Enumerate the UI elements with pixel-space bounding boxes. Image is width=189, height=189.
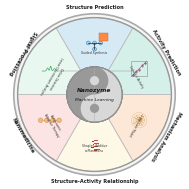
- Text: Online Detection
Linear Discriminant Analysis: Online Detection Linear Discriminant Ana…: [39, 56, 68, 98]
- Text: Nanozyme: Nanozyme: [77, 88, 112, 93]
- Circle shape: [67, 67, 122, 122]
- Bar: [91, 147, 94, 148]
- Text: Structure Prediction: Structure Prediction: [66, 5, 123, 10]
- Text: Guided Synthesis: Guided Synthesis: [81, 51, 108, 55]
- Circle shape: [86, 41, 90, 45]
- Text: Mechanism Analysis: Mechanism Analysis: [150, 110, 183, 162]
- Wedge shape: [81, 94, 94, 122]
- Circle shape: [51, 118, 55, 122]
- Wedge shape: [94, 67, 108, 94]
- Wedge shape: [18, 28, 81, 94]
- Bar: [93, 144, 94, 145]
- Bar: [131, 61, 147, 76]
- Circle shape: [90, 104, 99, 113]
- Bar: [94, 140, 98, 141]
- Circle shape: [90, 76, 99, 85]
- Circle shape: [93, 47, 96, 51]
- Text: Shapley Additive
exPlanations: Shapley Additive exPlanations: [82, 144, 107, 153]
- FancyBboxPatch shape: [99, 33, 108, 41]
- Wedge shape: [67, 67, 94, 122]
- Circle shape: [14, 14, 175, 175]
- Wedge shape: [108, 94, 171, 161]
- Wedge shape: [56, 119, 133, 171]
- Wedge shape: [94, 67, 122, 122]
- Bar: [92, 141, 94, 142]
- Text: Nanomedicine: Nanomedicine: [10, 117, 35, 155]
- Text: Activity Prediction: Activity Prediction: [151, 29, 182, 77]
- Text: Light Core Model: Light Core Model: [128, 113, 144, 136]
- Circle shape: [99, 41, 103, 45]
- Circle shape: [57, 118, 61, 122]
- Text: Antigenomic
Adaptive Therapy: Antigenomic Adaptive Therapy: [43, 111, 64, 138]
- Bar: [94, 150, 97, 151]
- Wedge shape: [18, 94, 81, 161]
- Circle shape: [38, 118, 43, 122]
- Bar: [94, 143, 99, 144]
- Circle shape: [93, 41, 96, 45]
- Text: Signal Processing: Signal Processing: [8, 30, 37, 76]
- Wedge shape: [108, 28, 171, 94]
- Circle shape: [44, 118, 49, 122]
- Text: Structure-Activity Relationship: Structure-Activity Relationship: [51, 179, 138, 184]
- Bar: [94, 146, 98, 147]
- Text: Catalytic Activity: Catalytic Activity: [128, 65, 144, 89]
- Wedge shape: [56, 18, 133, 70]
- Text: Machine Learning: Machine Learning: [75, 98, 114, 102]
- Bar: [94, 149, 100, 150]
